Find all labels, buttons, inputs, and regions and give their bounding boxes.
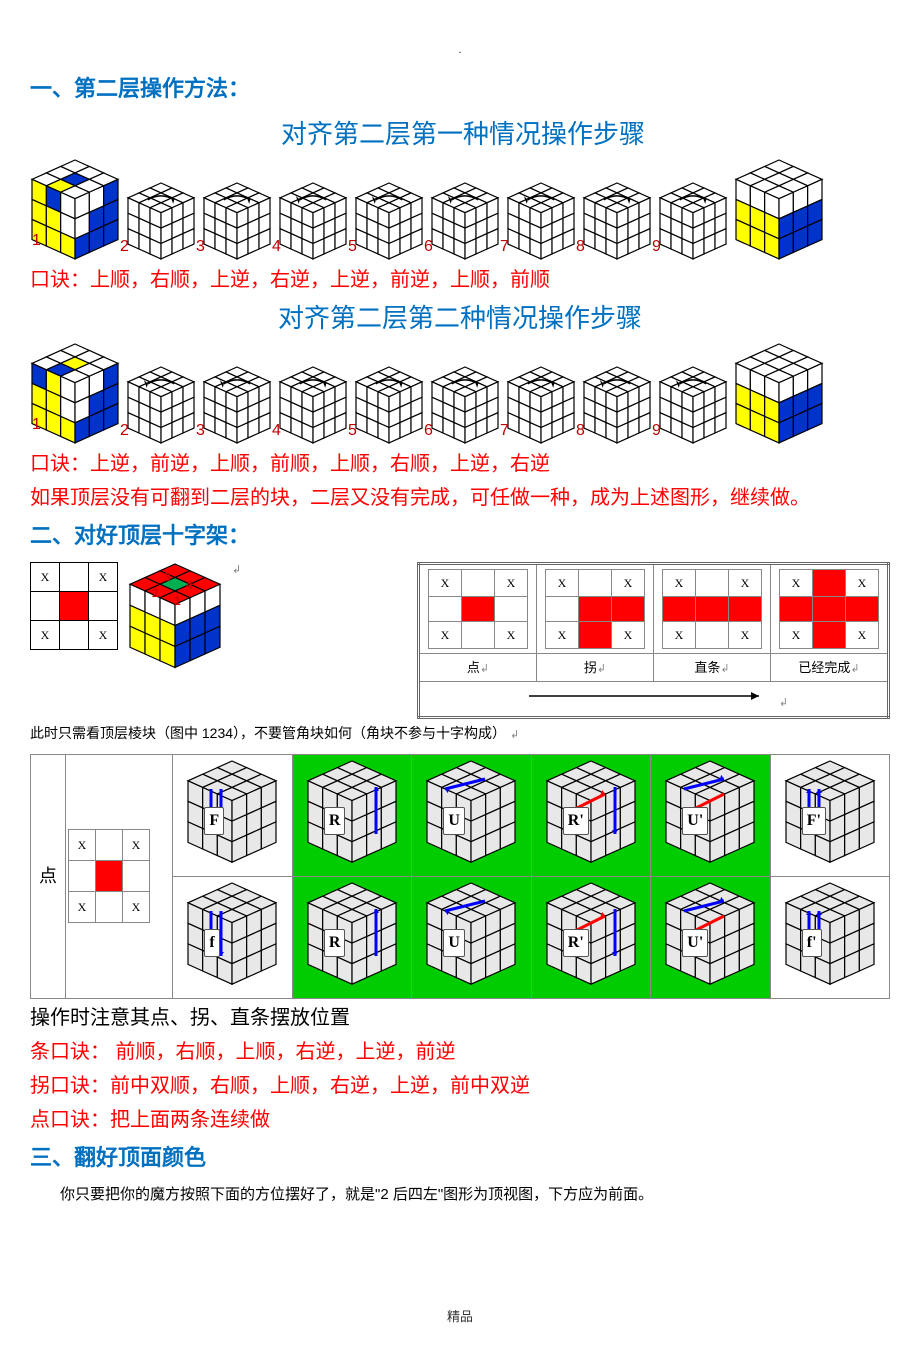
cube-icon bbox=[126, 365, 196, 445]
step-cube: 3 bbox=[202, 365, 272, 445]
seq2-cubes: 123456789 bbox=[30, 342, 890, 445]
cube-icon bbox=[658, 181, 728, 261]
step-cube: 9 bbox=[658, 365, 728, 445]
step-cube: 4 bbox=[278, 365, 348, 445]
cube-icon bbox=[734, 342, 824, 445]
cube-icon bbox=[430, 181, 500, 261]
mini-grid: XXXX bbox=[428, 569, 528, 649]
step-cube: 7 bbox=[506, 365, 576, 445]
mini-grid: XXXX bbox=[545, 569, 645, 649]
move-table: 点XXXXFRUR'U'F'fRUR'U'f' bbox=[30, 754, 890, 999]
seq1-title: 对齐第二层第一种情况操作步骤 bbox=[36, 115, 890, 154]
state-label: 拐 bbox=[584, 660, 597, 675]
cube-icon bbox=[202, 365, 272, 445]
koujue2: 口诀：上逆，前逆，上顺，前顺，上顺，右顺，上逆，右逆 bbox=[30, 449, 890, 479]
mini-grid: XXXX bbox=[779, 569, 879, 649]
cube-icon bbox=[30, 158, 120, 261]
koujue-tiao: 条口诀： 前顺，右顺，上顺，右逆，上逆，前逆 bbox=[30, 1037, 890, 1067]
state-table: XXXXXXXXXXXXXXXX点↲拐↲直条↲已经完成↲↲ bbox=[417, 562, 890, 719]
cube-icon bbox=[354, 181, 424, 261]
step-cube: 9 bbox=[658, 181, 728, 261]
step-cube: 8 bbox=[582, 181, 652, 261]
ret-sym-1: ↲ bbox=[232, 562, 241, 579]
end-cube bbox=[734, 158, 824, 261]
step-cube: 4 bbox=[278, 181, 348, 261]
step-cube: 2 bbox=[126, 365, 196, 445]
section1-title: 一、第二层操作方法： bbox=[30, 72, 890, 105]
step-cube: 3 bbox=[202, 181, 272, 261]
step-cube: 5 bbox=[354, 365, 424, 445]
step-cube: 6 bbox=[430, 365, 500, 445]
step-cube: 5 bbox=[354, 181, 424, 261]
leader-dot: . bbox=[30, 40, 890, 58]
section2-title: 二、对好顶层十字架： bbox=[30, 519, 890, 552]
end-cube bbox=[734, 342, 824, 445]
state-label: 直条 bbox=[694, 660, 720, 675]
cube-icon bbox=[278, 181, 348, 261]
cube-icon bbox=[430, 365, 500, 445]
step-cube: 6 bbox=[430, 181, 500, 261]
cube-icon bbox=[128, 562, 222, 670]
koujue-dian: 点口诀：把上面两条连续做 bbox=[30, 1105, 890, 1135]
cube-icon bbox=[582, 365, 652, 445]
cube-icon bbox=[506, 365, 576, 445]
cube-icon bbox=[202, 181, 272, 261]
cube-icon bbox=[734, 158, 824, 261]
start-cube: 1 bbox=[30, 158, 120, 261]
cube-icon bbox=[506, 181, 576, 261]
seq2-row: 对齐第二层第二种情况操作步骤 bbox=[30, 299, 890, 338]
row-label: 点 bbox=[39, 866, 57, 886]
cube-icon bbox=[30, 342, 120, 445]
seq-note: 如果顶层没有可翻到二层的块，二层又没有完成，可任做一种，成为上述图形，继续做。 bbox=[30, 483, 890, 513]
cube-icon bbox=[126, 181, 196, 261]
step-cube: 7 bbox=[506, 181, 576, 261]
step-cube: 2 bbox=[126, 181, 196, 261]
cube-icon bbox=[354, 365, 424, 445]
top-cross-wrap: XXXX 3421 ↲ XXXXXXXXXXXXXXXX点↲拐↲直条↲已经完成↲… bbox=[30, 562, 890, 719]
step-cube: 8 bbox=[582, 365, 652, 445]
section2-note: 此时只需看顶层棱块（图中 1234），不要管角块如何（角块不参与十字构成） ↲ bbox=[30, 723, 890, 744]
cube-icon bbox=[658, 365, 728, 445]
start-cube: 1 bbox=[30, 342, 120, 445]
cube-icon bbox=[278, 365, 348, 445]
seq2-title: 对齐第二层第二种情况操作步骤 bbox=[30, 299, 890, 338]
section3-title: 三、翻好顶面颜色 bbox=[30, 1141, 890, 1174]
koujue-guai: 拐口诀：前中双顺，右顺，上顺，右逆，上逆，前中双逆 bbox=[30, 1071, 890, 1101]
mini-grid: XXXX bbox=[30, 562, 118, 650]
caption: 操作时注意其点、拐、直条摆放位置 bbox=[30, 1003, 890, 1033]
state-label: 点 bbox=[467, 660, 480, 675]
state-label: 已经完成 bbox=[798, 660, 850, 675]
seq1-row: 对齐第二层第一种情况操作步骤 bbox=[30, 115, 890, 154]
section3-para: 你只要把你的魔方按照下面的方位摆好了，就是"2 后四左"图形为顶视图，下方应为前… bbox=[30, 1184, 890, 1207]
footer: 精品 bbox=[30, 1307, 890, 1327]
seq1-cubes: 123456789 bbox=[30, 158, 890, 261]
mini-grid: XXXX bbox=[68, 829, 150, 923]
koujue1: 口诀：上顺，右顺，上逆，右逆，上逆，前逆，上顺，前顺 bbox=[30, 265, 890, 295]
cube-icon bbox=[582, 181, 652, 261]
mini-grid: XXXX bbox=[662, 569, 762, 649]
